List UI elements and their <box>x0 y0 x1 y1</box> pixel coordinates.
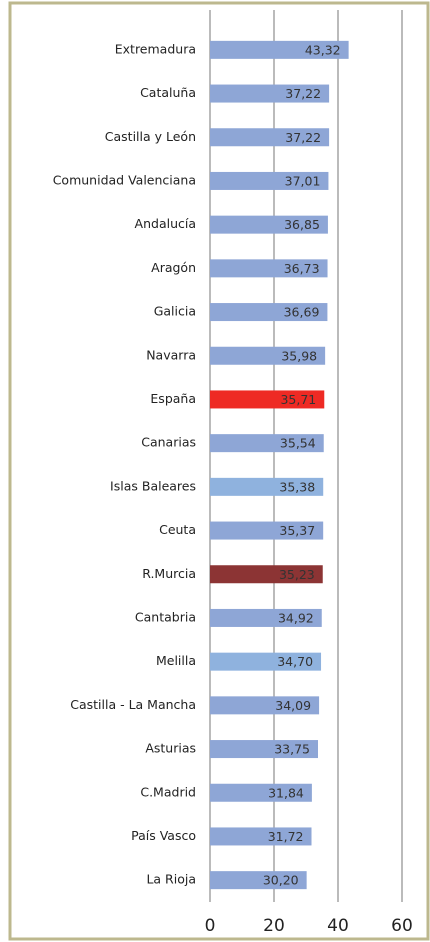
y-tick-label: Islas Baleares <box>110 478 196 493</box>
y-tick-label: Navarra <box>146 347 196 362</box>
y-tick-label: Canarias <box>141 435 196 450</box>
bar <box>210 521 324 540</box>
y-tick-label: Castilla y León <box>105 129 196 144</box>
x-tick-label: 20 <box>263 916 285 936</box>
bar <box>210 40 349 59</box>
bar <box>210 740 318 759</box>
bar <box>210 215 328 234</box>
value-label: 33,75 <box>274 742 310 757</box>
bar <box>210 477 324 496</box>
y-tick-label: Ceuta <box>159 522 196 537</box>
bar <box>210 84 330 103</box>
value-label: 43,32 <box>305 42 341 57</box>
bar <box>210 346 326 365</box>
y-tick-label: Andalucía <box>135 216 196 231</box>
y-tick-label: España <box>150 391 196 406</box>
bar <box>210 652 322 671</box>
value-label: 36,69 <box>284 305 320 320</box>
bar <box>210 827 312 846</box>
y-tick-label: Galicia <box>154 304 196 319</box>
value-label: 35,71 <box>280 392 316 407</box>
y-tick-label: Extremadura <box>115 41 196 56</box>
y-tick-label: Cantabria <box>135 609 196 624</box>
value-label: 31,72 <box>268 829 304 844</box>
bar <box>210 608 322 627</box>
y-tick-label: C.Madrid <box>140 784 196 799</box>
value-label: 34,92 <box>278 610 314 625</box>
value-label: 35,54 <box>280 436 316 451</box>
y-tick-label: La Rioja <box>146 872 196 887</box>
y-tick-label: Comunidad Valenciana <box>53 172 196 187</box>
bar <box>210 696 320 715</box>
bar <box>210 783 312 802</box>
y-tick-label: País Vasco <box>131 828 196 843</box>
y-tick-label: Castilla - La Mancha <box>70 697 196 712</box>
bar <box>210 390 325 409</box>
value-label: 35,38 <box>279 479 315 494</box>
bar <box>210 565 323 584</box>
bar <box>210 128 330 147</box>
bar <box>210 871 307 890</box>
y-tick-label: Cataluña <box>140 85 196 100</box>
bar <box>210 303 328 322</box>
value-label: 37,22 <box>285 86 321 101</box>
value-label: 35,23 <box>279 567 315 582</box>
value-label: 30,20 <box>263 873 299 888</box>
y-tick-label: Melilla <box>156 653 196 668</box>
y-tick-label: Aragón <box>151 260 196 275</box>
y-tick-label: Asturias <box>145 741 196 756</box>
value-label: 31,84 <box>268 785 304 800</box>
value-label: 37,22 <box>285 130 321 145</box>
x-tick-label: 0 <box>205 916 216 936</box>
bar <box>210 259 328 278</box>
bar <box>210 434 324 453</box>
bar <box>210 171 329 190</box>
value-label: 35,37 <box>279 523 315 538</box>
value-label: 34,70 <box>277 654 313 669</box>
x-tick-label: 60 <box>391 916 413 936</box>
value-label: 37,01 <box>285 173 321 188</box>
y-tick-label: R.Murcia <box>142 566 196 581</box>
x-tick-label: 40 <box>327 916 349 936</box>
value-label: 36,85 <box>284 217 320 232</box>
value-label: 35,98 <box>281 348 317 363</box>
value-label: 34,09 <box>275 698 311 713</box>
value-label: 36,73 <box>284 261 320 276</box>
frame <box>8 1 430 941</box>
